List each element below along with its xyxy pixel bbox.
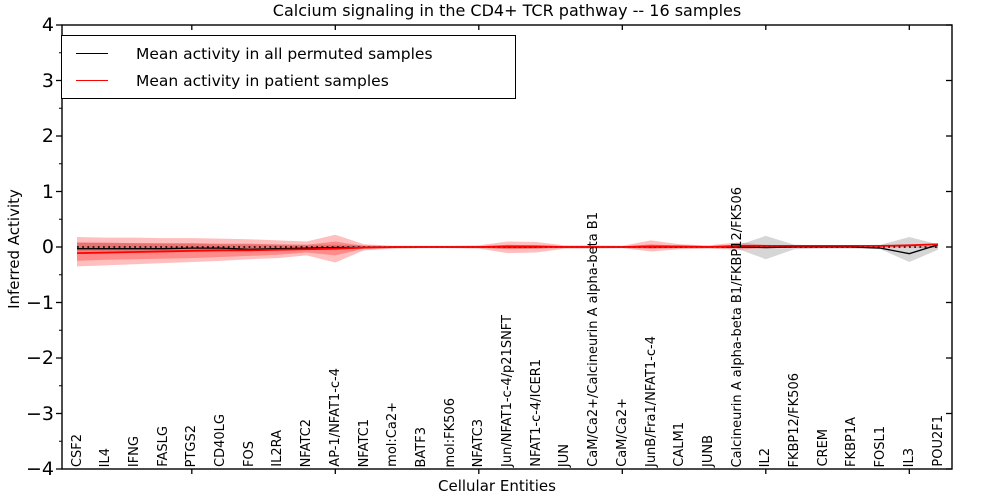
legend-entry-permuted: Mean activity in all permuted samples [72,45,505,63]
y-tick-label: −2 [25,347,54,369]
legend-entry-patient: Mean activity in patient samples [72,72,505,90]
x-tick-label-text: FOS [241,441,257,467]
x-tick-label-text: CaM/Ca2+ [614,398,630,467]
permuted-line-swatch [76,53,108,54]
x-tick-label-text: BATF3 [413,426,429,468]
x-tick-label-text: CALM1 [672,422,688,467]
x-tick-label-text: JunB/Fra1/NFAT1-c-4 [643,335,659,467]
x-tick-label-text: Calcineurin A alpha-beta B1/FKBP12/FK506 [729,186,745,467]
x-tick-label-text: NFATC2 [299,418,315,467]
x-tick-label-text: CaM/Ca2+/Calcineurin A alpha-beta B1 [586,212,602,467]
x-tick-label-text: IL4 [98,447,114,467]
legend-box: Mean activity in all permuted samples Me… [61,35,516,99]
x-tick-label-text: FASLG [155,426,171,467]
x-tick-label-text: AP-1/NFAT1-c-4 [327,368,343,467]
y-tick-label: 2 [41,125,54,147]
x-tick-label-text: CD40LG [213,414,228,467]
y-tick-label: −4 [25,458,54,480]
chart-title: Calcium signaling in the CD4+ TCR pathwa… [272,1,742,20]
patient-mean-line [76,243,939,255]
x-axis-label: Cellular Entities [438,477,556,495]
x-tick-label-text: FKBP12/FK506 [787,372,802,468]
y-tick-label: 1 [41,180,54,203]
y-tick-label: −3 [25,402,54,425]
x-tick-label-text: JUNB [700,435,716,467]
x-tick-label-text: IL3 [901,447,917,467]
x-tick-label-text: PTGS2 [184,424,200,467]
x-tick-label-text: NFATC3 [471,418,487,467]
legend-label-permuted: Mean activity in all permuted samples [136,44,433,63]
y-tick-label: 4 [41,14,54,36]
x-tick-label-text: FKBP1A [844,417,860,467]
legend-label-patient: Mean activity in patient samples [136,71,389,90]
patient-samples-std-outer-band [77,234,938,267]
x-tick-label-text: CSF2 [69,433,85,467]
x-tick-label-text: NFATC1 [356,418,372,467]
x-tick-label-text: IL2 [758,447,774,467]
x-tick-label-text: IL2RA [270,430,286,467]
x-tick-label-text: mol:Ca2+ [385,402,401,467]
x-tick-label-text: FOSL1 [873,425,889,467]
x-tick-label-text: CREM [815,429,831,467]
x-tick-label-text: POU2F1 [930,415,946,467]
patient-line-swatch [76,80,108,81]
x-tick-label-text: NFAT1-c-4/ICER1 [528,359,544,467]
x-tick-label-text: Jun/NFAT1-c-4/p21SNFT [500,315,515,467]
x-tick-label-text: IFNG [126,435,142,467]
y-tick-label: 3 [41,69,54,92]
x-tick-label-text: JUN [557,443,573,467]
x-tick-label-text: mol:FK506 [442,397,458,467]
y-tick-label: 0 [41,236,54,258]
y-tick-label: −1 [25,291,54,314]
